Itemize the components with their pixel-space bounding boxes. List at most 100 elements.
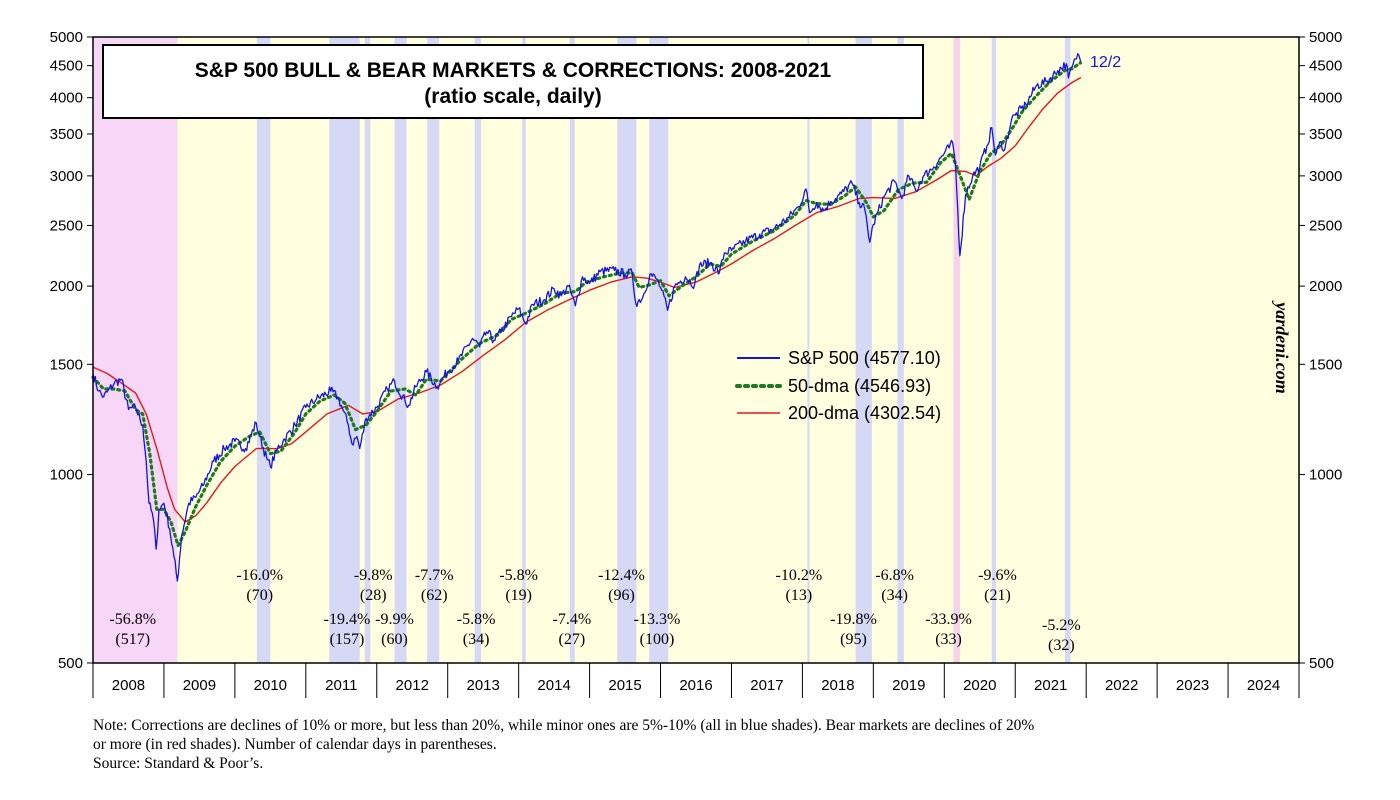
annotation-duration-days: (157) bbox=[330, 631, 365, 648]
annotation-decline-pct: -9.6% bbox=[978, 567, 1017, 584]
annotation-decline-pct: -12.4% bbox=[598, 567, 645, 584]
y-tick-label: 5000 bbox=[1309, 29, 1342, 46]
plot-area-fill bbox=[93, 37, 1299, 663]
annotations: -56.8% (517) -16.0% (70) -19.4% (157) -9.8% (28… bbox=[109, 567, 1080, 654]
correction-shade bbox=[991, 37, 997, 663]
annotation-decline-pct: -33.9% bbox=[925, 611, 972, 628]
x-tick-label: 2012 bbox=[396, 677, 429, 694]
correction-shade bbox=[1064, 37, 1071, 663]
y-tick-label: 1000 bbox=[1309, 467, 1342, 484]
x-tick-label: 2019 bbox=[892, 677, 925, 694]
series-lines bbox=[91, 53, 1083, 582]
correction-shade bbox=[897, 37, 904, 663]
correction-shade bbox=[649, 37, 669, 663]
chart-subtitle: (ratio scale, daily) bbox=[424, 85, 601, 108]
correction-shade bbox=[256, 37, 271, 663]
annotation-duration-days: (60) bbox=[381, 631, 408, 648]
plot-background bbox=[93, 37, 1299, 663]
correction-shade bbox=[807, 37, 810, 663]
annotation-duration-days: (33) bbox=[935, 631, 962, 648]
y-tick-label: 500 bbox=[1309, 655, 1334, 672]
annotation-duration-days: (34) bbox=[463, 631, 490, 648]
watermark: yardeni.com bbox=[1272, 300, 1292, 394]
y-tick-label: 2000 bbox=[50, 278, 83, 295]
annotation-decline-pct: -10.2% bbox=[776, 567, 823, 584]
title-box: S&P 500 BULL & BEAR MARKETS & CORRECTION… bbox=[102, 44, 924, 119]
series-sp500-line bbox=[92, 53, 1082, 582]
x-tick-label: 2017 bbox=[750, 677, 783, 694]
annotation-decline-pct: -56.8% bbox=[109, 611, 156, 628]
legend-label-200dma: 200-dma (4302.54) bbox=[788, 403, 941, 423]
y-axis-left: 500 1000 1500 2000 2500 3000 3500 4000 4500 5000 bbox=[50, 29, 93, 672]
annotation-duration-days: (100) bbox=[640, 631, 675, 648]
x-tick-label: 2013 bbox=[466, 677, 499, 694]
annotation-decline-pct: -16.0% bbox=[236, 567, 283, 584]
y-tick-label: 2000 bbox=[1309, 278, 1342, 295]
x-tick-label: 2015 bbox=[608, 677, 641, 694]
correction-shade bbox=[427, 37, 440, 663]
y-tick-label: 3500 bbox=[50, 126, 83, 143]
y-tick-label: 3000 bbox=[1309, 168, 1342, 185]
annotation-decline-pct: -7.7% bbox=[415, 567, 454, 584]
annotation-decline-pct: -5.2% bbox=[1042, 617, 1081, 634]
x-tick-label: 2014 bbox=[537, 677, 570, 694]
annotation-duration-days: (21) bbox=[984, 587, 1011, 604]
annotation-decline-pct: -6.8% bbox=[875, 567, 914, 584]
correction-shade bbox=[394, 37, 407, 663]
x-tick-label: 2010 bbox=[254, 677, 287, 694]
x-tick-label: 2020 bbox=[963, 677, 996, 694]
correction-shade bbox=[474, 37, 482, 663]
annotation-decline-pct: -5.8% bbox=[499, 567, 538, 584]
correction-shade bbox=[569, 37, 575, 663]
x-tick-label: 2023 bbox=[1176, 677, 1209, 694]
annotation-duration-days: (517) bbox=[115, 631, 150, 648]
correction-shade bbox=[364, 37, 371, 663]
annotation-decline-pct: -7.4% bbox=[553, 611, 592, 628]
y-axis-right: 500 1000 1500 2000 2500 3000 3500 4000 4500 5000 bbox=[1299, 29, 1342, 672]
y-tick-label: 3000 bbox=[50, 168, 83, 185]
note-line: or more (in red shades). Number of calen… bbox=[93, 736, 497, 753]
y-tick-label: 1500 bbox=[1309, 356, 1342, 373]
bear-shade bbox=[93, 37, 178, 663]
annotation-duration-days: (28) bbox=[360, 587, 387, 604]
last-date-label: 12/2 bbox=[1090, 54, 1121, 71]
footnote: Note: Corrections are declines of 10% or… bbox=[93, 716, 1323, 773]
bear-shade bbox=[953, 37, 960, 663]
annotation-duration-days: (19) bbox=[505, 587, 532, 604]
annotation-decline-pct: -9.9% bbox=[375, 611, 414, 628]
annotation-decline-pct: -13.3% bbox=[634, 611, 681, 628]
y-tick-label: 4500 bbox=[50, 58, 83, 75]
x-axis: 2008 2009 2010 2011 2012 2013 2014 2015 2016 2017… bbox=[92, 663, 1300, 698]
annotation-duration-days: (32) bbox=[1048, 637, 1075, 654]
y-tick-label: 5000 bbox=[50, 29, 83, 46]
annotation-duration-days: (70) bbox=[246, 587, 273, 604]
annotation-decline-pct: -19.8% bbox=[830, 611, 877, 628]
annotation-duration-days: (95) bbox=[840, 631, 867, 648]
annotation-duration-days: (34) bbox=[881, 587, 908, 604]
correction-shade bbox=[522, 37, 526, 663]
y-tick-label: 4000 bbox=[1309, 90, 1342, 107]
correction-shade bbox=[329, 37, 360, 663]
y-tick-label: 3500 bbox=[1309, 126, 1342, 143]
shaded-periods bbox=[93, 37, 1071, 663]
annotation-duration-days: (13) bbox=[786, 587, 813, 604]
x-tick-label: 2011 bbox=[325, 677, 357, 694]
annotation-decline-pct: -9.8% bbox=[354, 567, 393, 584]
y-tick-label: 500 bbox=[58, 655, 83, 672]
y-tick-label: 1500 bbox=[50, 356, 83, 373]
y-tick-label: 1000 bbox=[50, 467, 83, 484]
annotation-decline-pct: -19.4% bbox=[324, 611, 371, 628]
y-tick-label: 2500 bbox=[1309, 217, 1342, 234]
y-tick-label: 4500 bbox=[1309, 58, 1342, 75]
annotation-duration-days: (27) bbox=[559, 631, 586, 648]
correction-shade bbox=[617, 37, 637, 663]
x-tick-label: 2008 bbox=[112, 677, 145, 694]
annotation-duration-days: (96) bbox=[608, 587, 635, 604]
y-tick-label: 2500 bbox=[50, 217, 83, 234]
plot-frame bbox=[92, 36, 1300, 664]
x-tick-label: 2009 bbox=[183, 677, 216, 694]
x-tick-label: 2016 bbox=[679, 677, 712, 694]
legend-label-50dma: 50-dma (4546.93) bbox=[788, 376, 931, 396]
y-tick-label: 4000 bbox=[50, 90, 83, 107]
